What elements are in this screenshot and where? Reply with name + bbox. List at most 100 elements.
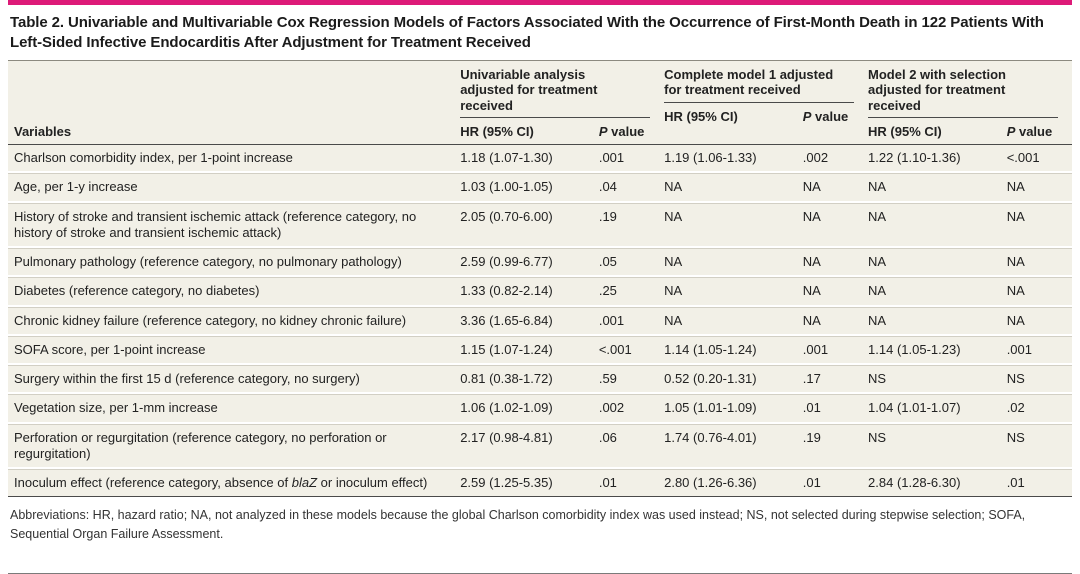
column-header-p-value: P value	[1006, 124, 1053, 140]
abbreviations-footnote: Abbreviations: HR, hazard ratio; NA, not…	[10, 508, 1026, 541]
row-p-model2: .02	[1006, 400, 1025, 416]
row-p-model2: .001	[1006, 341, 1032, 357]
accent-bar	[8, 0, 1072, 5]
row-p-univariable: .04	[598, 179, 617, 195]
table-row: Inoculum effect (reference category, abs…	[8, 469, 1072, 497]
row-hr-model1: NA	[664, 208, 683, 224]
row-hr-model2: NS	[868, 429, 887, 445]
row-variable-label: Diabetes (reference category, no diabete…	[14, 283, 260, 299]
row-hr-model1: NA	[664, 254, 683, 270]
group-label-model1: Complete model 1 adjusted for treatment …	[664, 66, 834, 98]
row-group-model1: NA NA	[664, 308, 868, 334]
row-hr-model1: 1.14 (1.05-1.24)	[664, 341, 757, 357]
row-group-model2: 1.14 (1.05-1.23) .001	[868, 337, 1072, 363]
table-row: Charlson comorbidity index, per 1-point …	[8, 145, 1072, 172]
column-header-hr: HR (95% CI)	[664, 108, 738, 124]
row-group-univariable: 2.05 (0.70-6.00) .19	[460, 204, 664, 247]
column-header-variables: Variables	[14, 124, 72, 140]
table-row: Perforation or regurgitation (reference …	[8, 423, 1072, 468]
row-p-model1: .01	[802, 475, 821, 491]
row-p-univariable: .001	[598, 312, 625, 328]
row-group-model2: NS NS	[868, 425, 1072, 468]
row-group-univariable: 2.17 (0.98-4.81) .06	[460, 425, 664, 468]
table-title: Table 2. Univariable and Multivariable C…	[10, 14, 1044, 51]
row-p-model1: .002	[802, 150, 829, 166]
row-p-model2: NA	[1006, 179, 1025, 195]
row-p-univariable: .01	[598, 475, 617, 491]
row-p-model2: <.001	[1006, 150, 1040, 166]
row-variable-label: Age, per 1-y increase	[14, 179, 138, 195]
row-hr-model1: NA	[664, 312, 683, 328]
table-row: SOFA score, per 1-point increase 1.15 (1…	[8, 335, 1072, 364]
row-p-model1: NA	[802, 312, 821, 328]
row-variable-label: Vegetation size, per 1-mm increase	[14, 400, 218, 416]
table-row: Age, per 1-y increase 1.03 (1.00-1.05) .…	[8, 173, 1072, 201]
row-hr-univariable: 2.17 (0.98-4.81)	[460, 429, 553, 445]
table-row: History of stroke and transient ischemic…	[8, 202, 1072, 247]
row-p-model1: NA	[802, 179, 821, 195]
row-group-model1: NA NA	[664, 204, 868, 247]
column-group-univariable: Univariable analysis adjusted for treatm…	[460, 61, 664, 145]
row-group-model1: 0.52 (0.20-1.31) .17	[664, 366, 868, 392]
row-p-model2: NA	[1006, 283, 1025, 299]
row-p-univariable: .05	[598, 254, 617, 270]
row-group-model2: 2.84 (1.28-6.30) .01	[868, 470, 1072, 496]
row-p-model1: .001	[802, 341, 829, 357]
row-group-model2: NS NS	[868, 366, 1072, 392]
row-group-model1: NA NA	[664, 174, 868, 200]
row-variable-label: Pulmonary pathology (reference category,…	[14, 254, 402, 270]
row-p-model2: NA	[1006, 312, 1025, 328]
row-p-univariable: .25	[598, 283, 617, 299]
column-header-hr: HR (95% CI)	[460, 124, 534, 140]
row-p-univariable: .001	[598, 150, 625, 166]
row-p-univariable: .59	[598, 371, 617, 387]
row-hr-univariable: 1.06 (1.02-1.09)	[460, 400, 553, 416]
row-variable-label: Perforation or regurgitation (reference …	[14, 429, 387, 461]
row-variable-label: Surgery within the first 15 d (reference…	[14, 371, 360, 387]
table-row: Chronic kidney failure (reference catego…	[8, 306, 1072, 334]
row-hr-model2: NA	[868, 283, 887, 299]
header-bottom-rule	[8, 144, 1072, 146]
row-hr-model2: 2.84 (1.28-6.30)	[868, 475, 961, 491]
row-hr-univariable: 3.36 (1.65-6.84)	[460, 312, 553, 328]
row-hr-univariable: 2.59 (1.25-5.35)	[460, 475, 553, 491]
row-p-model1: NA	[802, 283, 821, 299]
row-group-model1: 2.80 (1.26-6.36) .01	[664, 470, 868, 496]
group-underline	[664, 101, 855, 103]
row-p-model2: NS	[1006, 429, 1025, 445]
table-header: Variables Univariable analysis adjusted …	[8, 60, 1072, 145]
row-hr-univariable: 2.59 (0.99-6.77)	[460, 254, 553, 270]
row-p-model1: .01	[802, 400, 821, 416]
row-hr-model1: 2.80 (1.26-6.36)	[664, 475, 757, 491]
row-group-model2: NA NA	[868, 174, 1072, 200]
table-row: Vegetation size, per 1-mm increase 1.06 …	[8, 394, 1072, 422]
row-group-univariable: 2.59 (0.99-6.77) .05	[460, 249, 664, 275]
row-group-model2: NA NA	[868, 278, 1072, 304]
group-label-univariable: Univariable analysis adjusted for treatm…	[460, 66, 598, 114]
row-group-model2: NA NA	[868, 308, 1072, 334]
row-p-model1: NA	[802, 208, 821, 224]
row-hr-model1: 1.74 (0.76-4.01)	[664, 429, 757, 445]
row-group-univariable: 1.33 (0.82-2.14) .25	[460, 278, 664, 304]
row-group-univariable: 1.18 (1.07-1.30) .001	[460, 145, 664, 171]
row-hr-univariable: 0.81 (0.38-1.72)	[460, 371, 553, 387]
group-underline	[868, 117, 1058, 119]
row-p-model1: .17	[802, 371, 821, 387]
row-hr-model2: NA	[868, 179, 887, 195]
row-p-univariable: .002	[598, 400, 625, 416]
row-hr-model1: 0.52 (0.20-1.31)	[664, 371, 757, 387]
row-p-model2: NA	[1006, 208, 1025, 224]
row-hr-model2: NA	[868, 312, 887, 328]
row-group-model1: 1.05 (1.01-1.09) .01	[664, 395, 868, 421]
row-variable-label: Charlson comorbidity index, per 1-point …	[14, 150, 293, 166]
group-label-model2: Model 2 with selection adjusted for trea…	[868, 66, 1006, 114]
row-hr-model2: 1.22 (1.10-1.36)	[868, 150, 961, 166]
row-p-model1: .19	[802, 429, 821, 445]
row-group-univariable: 2.59 (1.25-5.35) .01	[460, 470, 664, 496]
table-row: Surgery within the first 15 d (reference…	[8, 365, 1072, 393]
row-group-model2: 1.22 (1.10-1.36) <.001	[868, 145, 1072, 171]
row-variable-label: Chronic kidney failure (reference catego…	[14, 312, 407, 328]
row-hr-model2: NA	[868, 208, 887, 224]
row-group-univariable: 0.81 (0.38-1.72) .59	[460, 366, 664, 392]
row-hr-univariable: 1.15 (1.07-1.24)	[460, 341, 553, 357]
